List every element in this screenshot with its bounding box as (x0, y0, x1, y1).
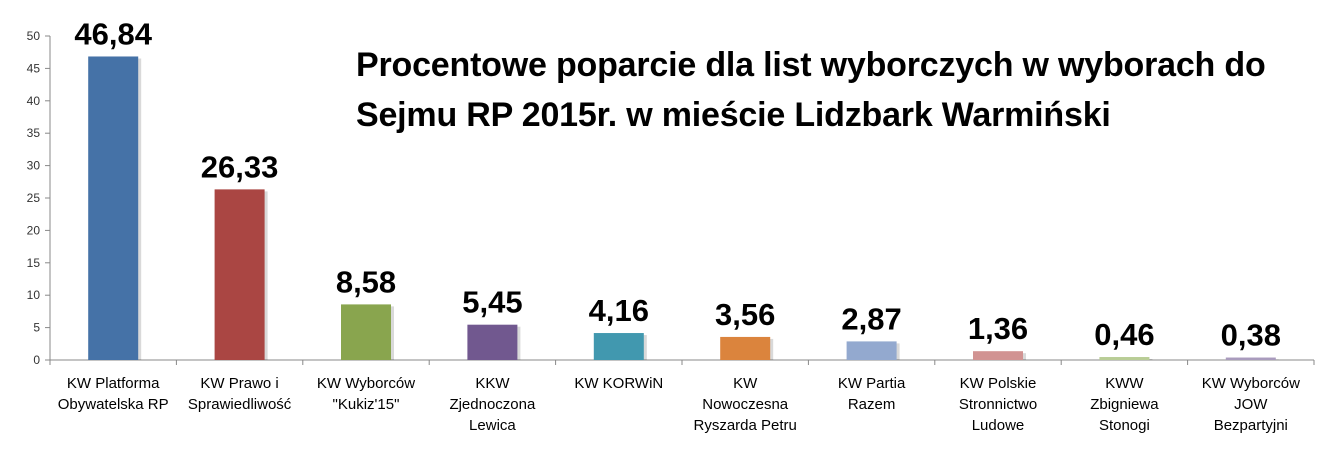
bar (214, 189, 265, 360)
y-tick-label: 20 (27, 223, 41, 237)
y-axis: 0 5 10 15 20 25 30 35 40 45 50 (27, 29, 51, 367)
data-label: 26,33 (201, 149, 279, 184)
x-tick-label: KW Nowoczesna Ryszarda Petru (694, 375, 797, 434)
y-tick-label: 15 (27, 256, 41, 270)
bar (973, 351, 1023, 360)
x-tick-label: KW Polskie Stronnictwo Ludowe (959, 375, 1037, 434)
x-tick-label: KW Prawo i Sprawiedliwość (188, 375, 292, 413)
y-tick-label: 40 (27, 94, 41, 108)
data-label: 1,36 (968, 311, 1028, 346)
x-tick-label: KW Wyborców "Kukiz'15" (317, 375, 415, 413)
bar (720, 336, 771, 360)
bar (467, 324, 518, 360)
value-labels: 46,84 26,33 8,58 5,45 4,16 3,56 2,87 1,36 0,46 0,… (74, 16, 1281, 352)
data-label: 0,46 (1094, 317, 1154, 352)
bar (1099, 357, 1150, 360)
data-label: 3,56 (715, 297, 775, 332)
y-tick-label: 45 (27, 61, 41, 75)
data-label: 46,84 (74, 16, 152, 51)
bar (341, 304, 391, 360)
data-label: 5,45 (462, 285, 522, 320)
chart-title-line-2: Sejmu RP 2015r. w mieście Lidzbark Warmi… (356, 96, 1111, 134)
y-tick-label: 35 (27, 126, 41, 140)
bar (88, 56, 139, 360)
category-labels: KW Platforma Obywatelska RP KW Prawo i Spra… (58, 375, 1300, 434)
x-tick-label: KWW Zbigniewa Stonogi (1090, 375, 1159, 434)
y-tick-label: 30 (27, 159, 41, 173)
data-label: 2,87 (841, 301, 901, 336)
y-tick-label: 0 (33, 353, 40, 367)
x-tick-label: KW Partia Razem (838, 375, 906, 413)
bar (593, 333, 644, 360)
bar (846, 341, 897, 360)
x-axis (49, 359, 1315, 365)
y-tick-label: 50 (27, 29, 41, 43)
x-tick-label: KKW Zjednoczona Lewica (449, 375, 536, 434)
y-tick-label: 5 (33, 321, 40, 335)
data-label: 4,16 (589, 293, 649, 328)
bar (1225, 357, 1276, 360)
x-tick-label: KW Wyborców JOW Bezpartyjni (1202, 375, 1300, 434)
data-label: 0,38 (1221, 318, 1281, 353)
data-label: 8,58 (336, 264, 396, 299)
y-tick-label: 25 (27, 191, 41, 205)
y-tick-label: 10 (27, 288, 41, 302)
chart-title-line-1: Procentowe poparcie dla list wyborczych … (356, 46, 1266, 84)
x-tick-label: KW KORWiN (574, 375, 663, 392)
bars (88, 56, 1279, 360)
x-tick-label: KW Platforma Obywatelska RP (58, 375, 169, 413)
